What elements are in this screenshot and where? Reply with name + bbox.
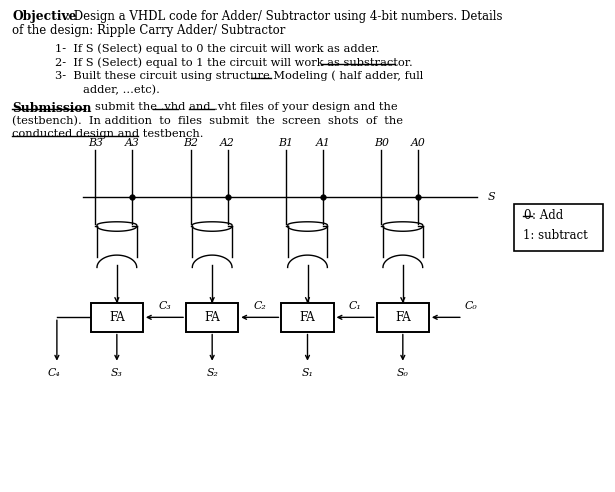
Text: C₂: C₂ [253, 302, 266, 311]
Text: (testbench).  In addition  to  files  submit  the  screen  shots  of  the: (testbench). In addition to files submit… [12, 116, 403, 126]
Bar [186, 303, 239, 332]
Text: 3-  Built these circuit using structure Modeling ( half adder, full: 3- Built these circuit using structure M… [55, 71, 424, 81]
Text: C₃: C₃ [158, 302, 171, 311]
Text: FA: FA [109, 311, 125, 324]
Text: C₄: C₄ [47, 368, 60, 377]
Text: S₃: S₃ [111, 368, 123, 377]
Text: B2: B2 [183, 138, 198, 148]
Text: A2: A2 [220, 138, 235, 148]
Text: Objective: Objective [12, 10, 77, 23]
Text: of the design: Ripple Carry Adder/ Subtractor: of the design: Ripple Carry Adder/ Subtr… [12, 24, 286, 36]
Text: S: S [488, 192, 495, 202]
Text: :  submit the .vhd and .vht files of your design and the: : submit the .vhd and .vht files of your… [84, 102, 398, 112]
Text: B1: B1 [279, 138, 293, 148]
Bar [91, 303, 143, 332]
Text: 1: subtract: 1: subtract [523, 229, 587, 242]
Text: A0: A0 [411, 138, 426, 148]
Text: adder, ...etc).: adder, ...etc). [83, 85, 160, 95]
Text: S₁: S₁ [301, 368, 314, 377]
Text: B0: B0 [374, 138, 389, 148]
Text: S₂: S₂ [206, 368, 218, 377]
Text: 2-  If S (Select) equal to 1 the circuit will work as substractor.: 2- If S (Select) equal to 1 the circuit … [55, 57, 413, 67]
Text: S₀: S₀ [397, 368, 409, 377]
Text: C₁: C₁ [349, 302, 362, 311]
Text: FA: FA [300, 311, 315, 324]
Text: : Design a VHDL code for Adder/ Subtractor using 4-bit numbers. Details: : Design a VHDL code for Adder/ Subtract… [66, 10, 502, 23]
Text: 1-  If S (Select) equal to 0 the circuit will work as adder.: 1- If S (Select) equal to 0 the circuit … [55, 43, 380, 54]
Text: A1: A1 [315, 138, 330, 148]
Bar [376, 303, 429, 332]
Text: C₀: C₀ [465, 302, 477, 311]
Text: B3: B3 [88, 138, 103, 148]
Text: : Add: : Add [532, 209, 563, 222]
Text: FA: FA [204, 311, 220, 324]
Bar [514, 204, 603, 251]
Text: Submission: Submission [12, 102, 92, 115]
Bar [282, 303, 333, 332]
Text: conducted design and testbench.: conducted design and testbench. [12, 129, 204, 139]
Text: 0: 0 [523, 209, 530, 222]
Text: FA: FA [395, 311, 411, 324]
Text: A3: A3 [125, 138, 140, 148]
